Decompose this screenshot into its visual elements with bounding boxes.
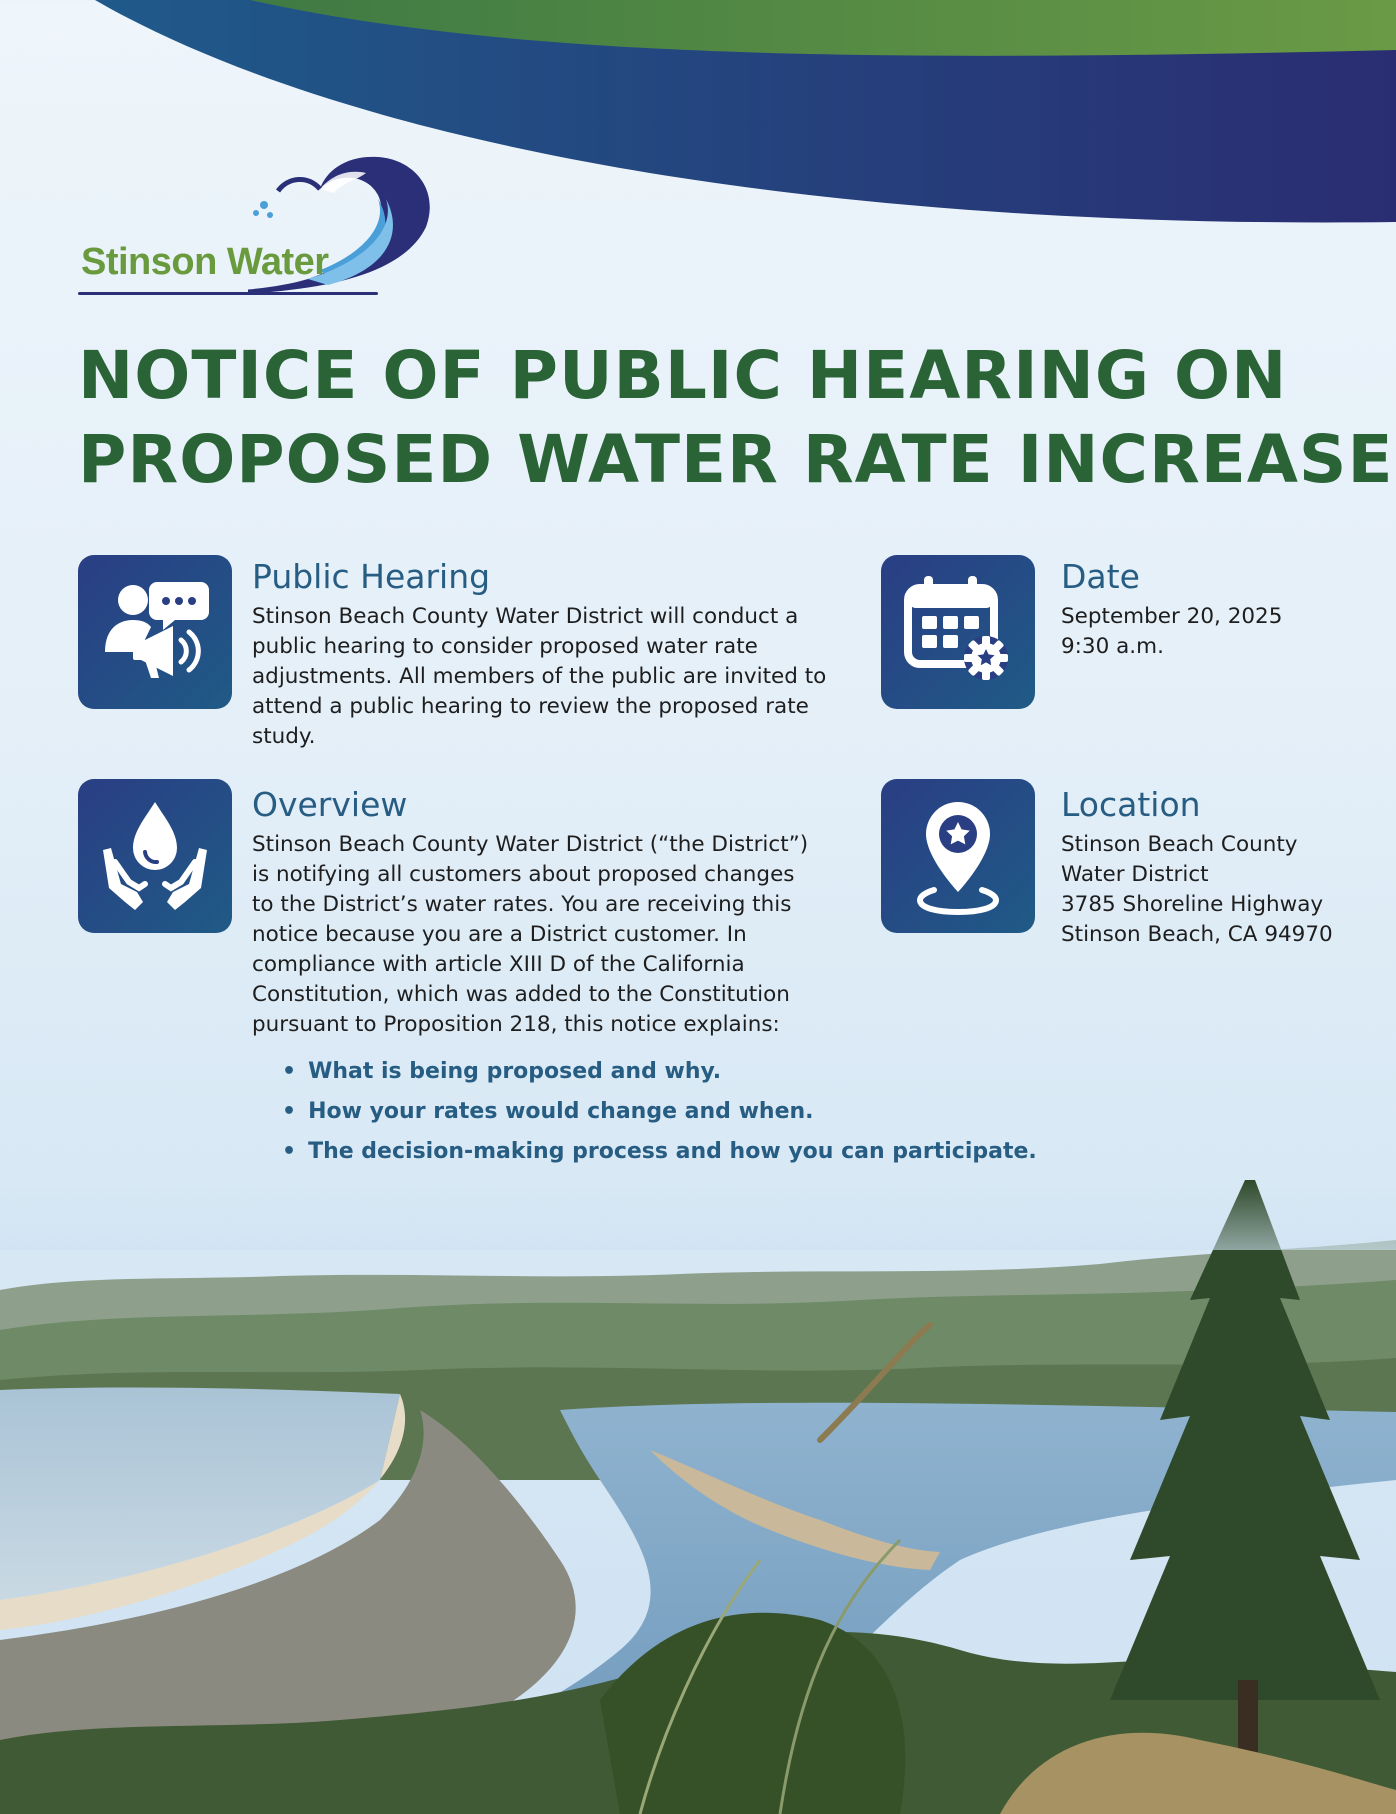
location-line-2: Water District	[1061, 862, 1209, 887]
title-line-1: NOTICE OF PUBLIC HEARING ON	[78, 337, 1288, 414]
stinson-water-logo: Stinson Water	[78, 155, 458, 300]
overview-heading: Overview	[252, 785, 408, 824]
calendar-gear-icon	[904, 576, 1008, 680]
date-line-1: September 20, 2025	[1061, 604, 1283, 629]
overview-bullet-list: What is being proposed and why. How your…	[282, 1052, 1037, 1172]
page-title: NOTICE OF PUBLIC HEARING ON PROPOSED WAT…	[78, 334, 1396, 502]
location-line-4: Stinson Beach, CA 94970	[1061, 922, 1333, 947]
overview-body: Stinson Beach County Water District (“th…	[252, 832, 809, 1037]
logo-underline	[78, 292, 378, 295]
date-icon-box	[881, 555, 1035, 709]
logo-wordmark: Stinson Water	[81, 241, 329, 283]
location-icon-box	[881, 779, 1035, 933]
wave-logo-icon	[248, 156, 430, 294]
coastal-landscape-photo	[0, 1180, 1396, 1814]
public-hearing-body: Stinson Beach County Water District will…	[252, 604, 827, 749]
public-hearing-heading: Public Hearing	[252, 557, 491, 596]
overview-icon-box	[78, 779, 232, 933]
location-line-3: 3785 Shoreline Highway	[1061, 892, 1324, 917]
date-heading: Date	[1061, 557, 1140, 596]
list-item: What is being proposed and why.	[282, 1052, 1037, 1092]
location-heading: Location	[1061, 785, 1201, 824]
location-line-1: Stinson Beach County	[1061, 832, 1298, 857]
map-pin-star-icon	[916, 802, 1000, 916]
water-drop-hands-icon	[103, 802, 207, 910]
header-wave-banner	[95, 0, 1396, 223]
date-line-2: 9:30 a.m.	[1061, 634, 1164, 659]
list-item: How your rates would change and when.	[282, 1092, 1037, 1132]
public-hearing-icon-box	[78, 555, 232, 709]
list-item: The decision-making process and how you …	[282, 1132, 1037, 1172]
people-megaphone-icon	[105, 582, 209, 678]
title-line-2: PROPOSED WATER RATE INCREASES	[78, 421, 1396, 498]
